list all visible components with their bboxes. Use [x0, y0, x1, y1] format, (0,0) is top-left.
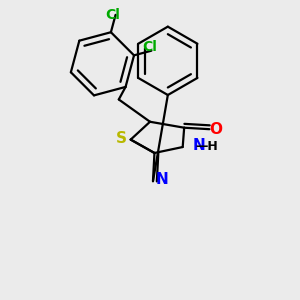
Text: S: S	[116, 130, 127, 146]
Text: N: N	[193, 138, 206, 153]
Text: —H: —H	[196, 140, 218, 153]
Text: O: O	[209, 122, 223, 137]
Text: Cl: Cl	[105, 8, 120, 22]
Text: Cl: Cl	[142, 40, 157, 54]
Text: N: N	[155, 172, 168, 187]
